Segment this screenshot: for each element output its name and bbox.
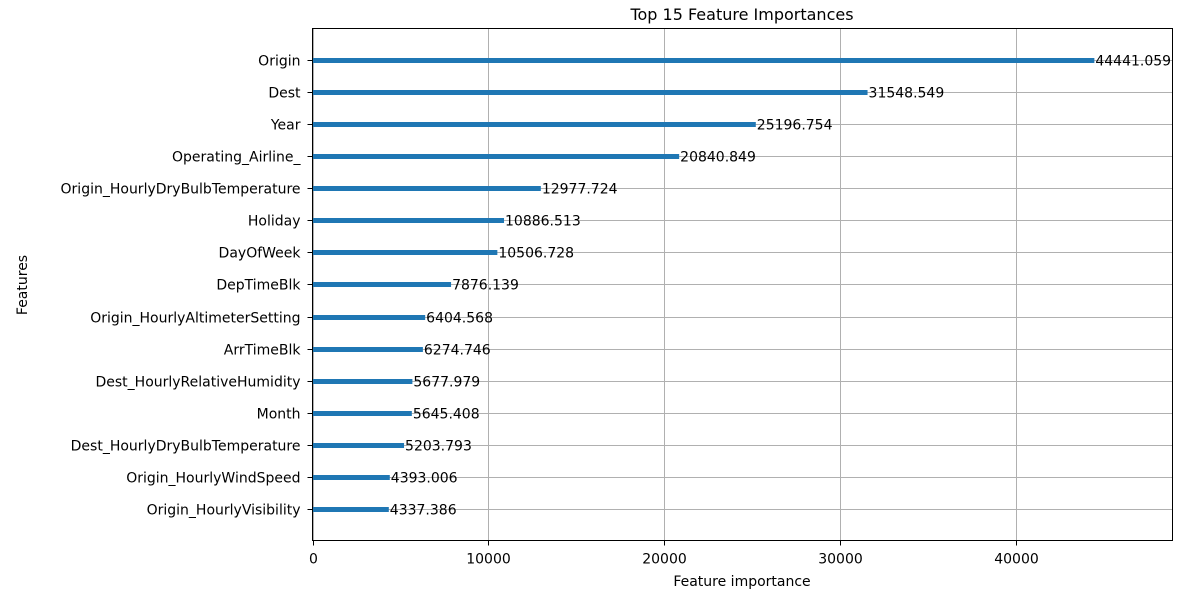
bar: [312, 122, 756, 127]
bar: [312, 507, 389, 512]
bar-value-label: 5203.793: [405, 439, 472, 455]
chart-title: Top 15 Feature Importances: [629, 5, 853, 24]
bar: [312, 411, 412, 416]
bar: [312, 90, 868, 95]
bar-value-label: 44441.059: [1095, 54, 1171, 70]
bar: [312, 154, 680, 159]
plot-frame: [312, 28, 1173, 541]
bar: [312, 282, 452, 287]
bar-value-label: 7876.139: [452, 278, 519, 294]
y-tick-label: Holiday: [248, 214, 301, 230]
bar-value-label: 5645.408: [413, 407, 480, 423]
y-tick-label: ArrTimeBlk: [224, 343, 302, 359]
bar: [312, 218, 505, 223]
y-tick-label: Dest_HourlyRelativeHumidity: [95, 375, 300, 391]
bar: [312, 250, 498, 255]
bar-value-label: 10886.513: [505, 214, 581, 230]
y-tick-label: Year: [270, 118, 301, 134]
bar: [312, 186, 541, 191]
bars: [312, 58, 1095, 512]
y-tick-label: Origin_HourlyAltimeterSetting: [90, 311, 300, 327]
bar-value-label: 5677.979: [413, 375, 480, 391]
bar: [312, 347, 423, 352]
y-tick-label: Origin_HourlyVisibility: [147, 503, 301, 519]
bar-value-label: 10506.728: [498, 246, 574, 262]
x-tick-label: 0: [309, 552, 318, 568]
bar-value-label: 31548.549: [869, 86, 945, 102]
x-tick-label: 20000: [642, 552, 687, 568]
y-tick-label: Operating_Airline_: [172, 150, 301, 166]
bar-value-label: 25196.754: [757, 118, 833, 134]
y-tick-label: Dest: [268, 86, 301, 102]
bar-value-label: 4393.006: [391, 471, 458, 487]
bar: [312, 58, 1095, 63]
bar-value-label: 6274.746: [424, 343, 491, 359]
y-tick-label: DepTimeBlk: [216, 278, 301, 294]
bar: [312, 315, 426, 320]
bar-value-label: 6404.568: [426, 311, 493, 327]
x-axis-ticks: 0 10000 20000 30000 40000: [309, 540, 1039, 568]
bar: [312, 475, 390, 480]
y-axis-label: Features: [15, 255, 31, 315]
y-axis-ticks: Origin Dest Year Operating_Airline_ Origin_H…: [61, 54, 313, 519]
x-tick-label: 10000: [466, 552, 511, 568]
y-tick-label: Month: [257, 407, 301, 423]
x-tick-label: 40000: [994, 552, 1039, 568]
bar-value-label: 4337.386: [390, 503, 457, 519]
bar-value-label: 20840.849: [680, 150, 756, 166]
bar: [312, 443, 405, 448]
bar-value-label: 12977.724: [542, 182, 618, 198]
x-axis-label: Feature importance: [673, 574, 810, 590]
y-tick-label: DayOfWeek: [219, 246, 302, 262]
bar: [312, 379, 413, 384]
x-tick-label: 30000: [818, 552, 863, 568]
y-tick-label: Origin: [258, 54, 300, 70]
y-tick-label: Origin_HourlyWindSpeed: [126, 471, 300, 487]
y-tick-label: Dest_HourlyDryBulbTemperature: [71, 439, 301, 455]
y-tick-label: Origin_HourlyDryBulbTemperature: [61, 182, 301, 198]
